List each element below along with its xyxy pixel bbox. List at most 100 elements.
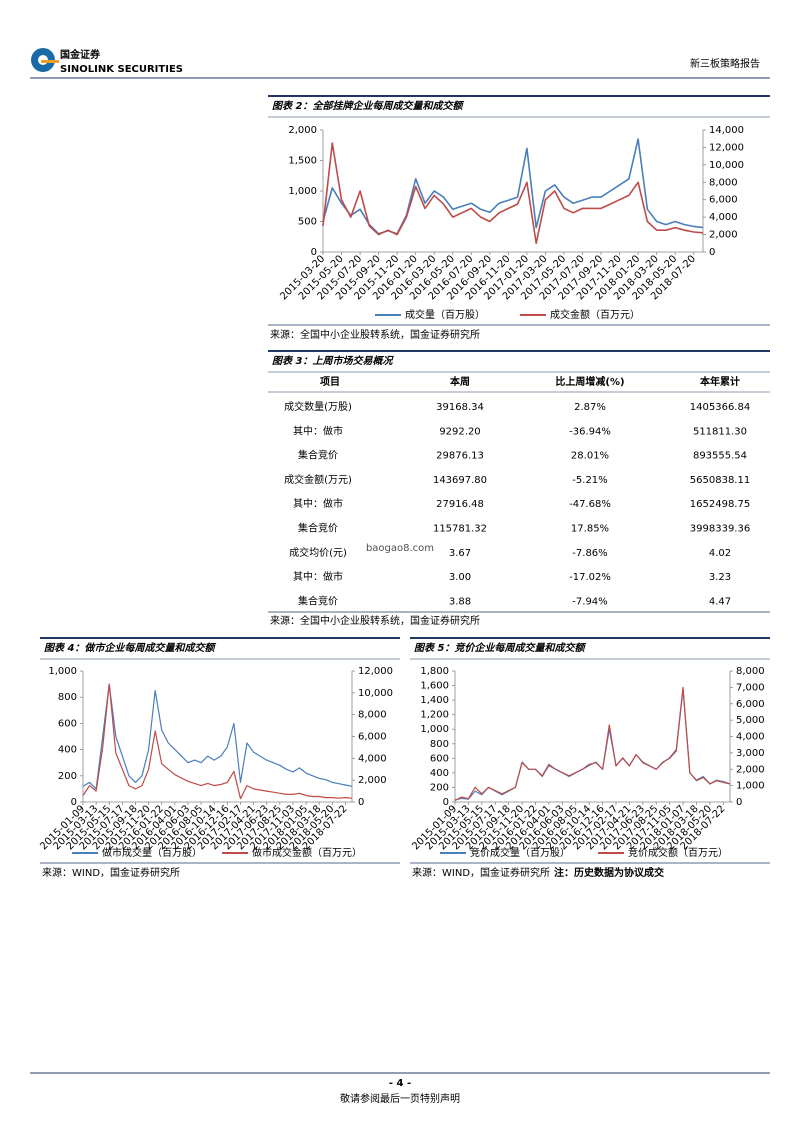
y2-tick-label: 8,000: [358, 710, 387, 721]
table-cell: 1652498.75: [690, 499, 750, 510]
table-cell: -36.94%: [569, 426, 611, 437]
y2-tick-label: 4,000: [358, 753, 387, 764]
table-cell: -17.02%: [569, 572, 611, 583]
figure-title: 图表 3：上周市场交易概况: [272, 355, 394, 367]
table-cell: 115781.32: [433, 524, 487, 535]
source-extra-note: 注：历史数据为协议成交: [554, 866, 664, 879]
company-name-en: SINOLINK SECURITIES: [60, 64, 183, 75]
y-tick-label: 2,000: [288, 125, 317, 136]
table-header-cell: 比上周增减(%): [555, 375, 624, 388]
y2-tick-label: 10,000: [709, 160, 744, 171]
table-cell: 3.88: [449, 596, 471, 607]
table-cell: 3.00: [449, 572, 471, 583]
table-cell: 1405366.84: [690, 402, 750, 413]
y-tick-label: 1,500: [288, 156, 317, 167]
logo-mark-bar: [41, 60, 59, 63]
source-note: 来源：全国中小企业股转系统，国金证券研究所: [270, 328, 480, 341]
y-tick-label: 0: [71, 797, 77, 808]
y2-tick-label: 0: [358, 797, 364, 808]
table-cell: 28.01%: [571, 451, 609, 462]
y2-tick-label: 4,000: [709, 212, 738, 223]
table-cell: 3.23: [709, 572, 731, 583]
y2-tick-label: 6,000: [736, 699, 765, 710]
y-tick-label: 400: [58, 745, 77, 756]
y-tick-label: 1,200: [420, 710, 449, 721]
table-cell: 17.85%: [571, 524, 609, 535]
series-line: [82, 683, 353, 800]
legend-label: 成交量（百万股）: [405, 308, 485, 321]
y-tick-label: 0: [443, 797, 449, 808]
y-tick-label: 1,400: [420, 695, 449, 706]
table-cell: 9292.20: [439, 426, 480, 437]
y2-tick-label: 2,000: [736, 764, 765, 775]
table-cell: 成交数量(万股): [284, 400, 352, 413]
y2-tick-label: 2,000: [709, 230, 738, 241]
table-header-cell: 本年累计: [700, 375, 740, 388]
y-tick-label: 200: [430, 782, 449, 793]
table-cell: -5.21%: [572, 475, 607, 486]
y2-tick-label: 8,000: [709, 177, 738, 188]
source-note: 来源：WIND，国金证券研究所: [412, 866, 550, 879]
y-tick-label: 1,000: [48, 666, 77, 677]
y2-tick-label: 0: [709, 247, 715, 258]
y-tick-label: 600: [58, 718, 77, 729]
table-cell: 511811.30: [693, 426, 747, 437]
table-cell: 2.87%: [574, 402, 606, 413]
source-note: 来源：WIND，国金证券研究所: [42, 866, 180, 879]
table-cell: 4.02: [709, 548, 731, 559]
y2-tick-label: 5,000: [736, 715, 765, 726]
table-cell: 3998339.36: [690, 524, 750, 535]
table-cell: 成交金额(万元): [284, 473, 352, 486]
y2-tick-label: 14,000: [709, 125, 744, 136]
table-cell: 其中：做市: [293, 497, 343, 510]
table-header-cell: 项目: [320, 376, 340, 388]
source-note: 来源：全国中小企业股转系统，国金证券研究所: [270, 614, 480, 627]
report-name: 新三板策略报告: [690, 57, 760, 70]
table-cell: 29876.13: [436, 451, 484, 462]
series-line: [454, 686, 731, 801]
y-tick-label: 600: [430, 753, 449, 764]
legend-label: 成交金额（百万元）: [550, 308, 640, 321]
legend-label: 做市成交金额（百万元）: [252, 846, 362, 859]
y-tick-label: 1,000: [420, 724, 449, 735]
y-tick-label: 800: [430, 739, 449, 750]
y2-tick-label: 4,000: [736, 732, 765, 743]
table-cell: 3.67: [449, 548, 471, 559]
table-cell: -47.68%: [569, 499, 611, 510]
table-cell: 143697.80: [433, 475, 487, 486]
table-cell: 4.47: [709, 596, 731, 607]
legend-label: 做市成交量（百万股）: [102, 846, 202, 859]
y2-tick-label: 12,000: [358, 666, 393, 677]
table-cell: 39168.34: [436, 402, 484, 413]
watermark: baogao8.com: [366, 543, 434, 554]
series-line: [82, 683, 353, 790]
table-cell: 集合竞价: [298, 449, 338, 462]
figure-title: 图表 2：全部挂牌企业每周成交量和成交额: [272, 100, 464, 112]
y-tick-label: 1,000: [288, 186, 317, 197]
table-cell: 成交均价(元): [289, 546, 347, 559]
y2-tick-label: 10,000: [358, 688, 393, 699]
y-tick-label: 400: [430, 768, 449, 779]
legend-label: 竞价成交额（百万元）: [628, 846, 728, 859]
table-cell: 5650838.11: [690, 475, 750, 486]
table-header-cell: 本周: [450, 375, 470, 388]
y2-tick-label: 0: [736, 797, 742, 808]
series-line: [322, 142, 704, 245]
y2-tick-label: 12,000: [709, 142, 744, 153]
y2-tick-label: 6,000: [358, 732, 387, 743]
y2-tick-label: 1,000: [736, 781, 765, 792]
company-name: 国金证券: [60, 48, 101, 61]
y-tick-label: 0: [311, 247, 317, 258]
table-cell: 27916.48: [436, 499, 484, 510]
y2-tick-label: 7,000: [736, 682, 765, 693]
y-tick-label: 1,600: [420, 681, 449, 692]
table-cell: 893555.54: [693, 451, 747, 462]
y2-tick-label: 6,000: [709, 195, 738, 206]
disclaimer: 敬请参阅最后一页特别声明: [340, 1092, 460, 1105]
page-number: - 4 -: [389, 1078, 411, 1089]
y-tick-label: 500: [298, 217, 317, 228]
y-tick-label: 800: [58, 692, 77, 703]
legend-label: 竞价成交量（百万股）: [470, 846, 570, 859]
